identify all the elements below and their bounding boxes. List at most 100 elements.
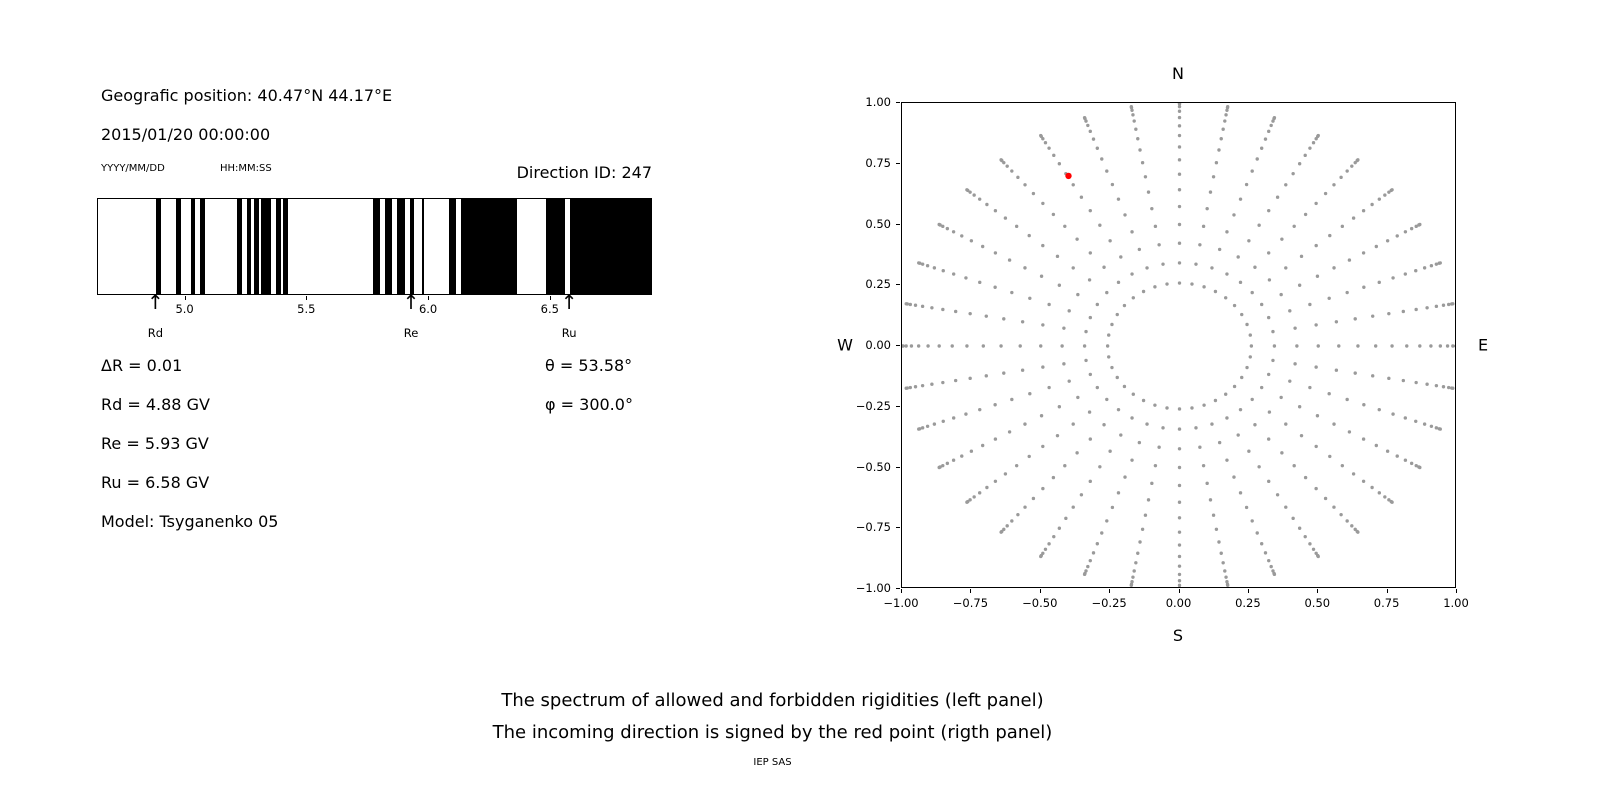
asymptotic-grid-dot: [993, 209, 998, 213]
allowed-rigidity-band: [156, 199, 162, 294]
asymptotic-grid-dot: [1353, 371, 1357, 375]
asymptotic-grid-dot: [1057, 283, 1062, 287]
asymptotic-grid-dot: [984, 374, 988, 378]
asymptotic-grid-dot: [1259, 146, 1264, 150]
x-tick-label: 0.00: [1165, 596, 1192, 610]
asymptotic-grid-dot: [950, 344, 954, 348]
incoming-direction-point: [1065, 172, 1072, 180]
asymptotic-grid-dot: [1221, 127, 1225, 131]
asymptotic-grid-dot: [1051, 475, 1056, 480]
asymptotic-grid-dot: [1225, 108, 1229, 112]
x-tick-label: 1.00: [1443, 596, 1469, 610]
asymptotic-grid-dot: [1084, 329, 1088, 334]
asymptotic-grid-dot: [1291, 171, 1295, 176]
asymptotic-grid-dot: [1041, 365, 1045, 369]
asymptotic-grid-dot: [1057, 162, 1062, 166]
asymptotic-grid-dot: [1345, 290, 1349, 295]
asymptotic-grid-dot: [1225, 580, 1229, 584]
asymptotic-grid-dot: [1224, 575, 1228, 579]
asymptotic-grid-dot: [1371, 374, 1375, 378]
asymptotic-grid-dot: [1438, 344, 1443, 348]
asymptotic-grid-dot: [1153, 463, 1158, 468]
asymptotic-grid-dot: [969, 449, 974, 453]
x-tick: [970, 589, 972, 593]
asymptotic-grid-dot: [1383, 495, 1387, 499]
compass-label-west: W: [837, 335, 853, 355]
asymptotic-grid-dot: [1076, 395, 1080, 400]
asymptotic-grid-dot: [1071, 422, 1075, 426]
asymptotic-grid-dot: [1134, 561, 1138, 565]
asymptotic-grid-dot: [1232, 213, 1236, 217]
asymptotic-grid-dot: [909, 344, 914, 348]
asymptotic-grid-dot: [1279, 395, 1283, 400]
asymptotic-grid-dot: [1332, 266, 1336, 270]
asymptotic-grid-dot: [1451, 386, 1455, 390]
asymptotic-grid-dot: [1157, 445, 1161, 449]
asymptotic-grid-dot: [1039, 414, 1044, 418]
asymptotic-grid-dot: [1328, 233, 1332, 238]
asymptotic-grid-dot: [1266, 437, 1271, 441]
asymptotic-grid-dot: [1110, 322, 1114, 327]
asymptotic-grid-dot: [1250, 169, 1254, 173]
asymptotic-grid-dot: [1031, 496, 1036, 501]
asymptotic-grid-dot: [972, 193, 976, 197]
asymptotic-grid-dot: [1082, 115, 1087, 120]
asymptotic-grid-dot: [1299, 254, 1304, 259]
allowed-rigidity-band: [460, 199, 517, 294]
asymptotic-grid-dot: [1240, 312, 1244, 317]
asymptotic-grid-dot: [1401, 309, 1406, 314]
x-tick: [1386, 589, 1388, 593]
asymptotic-grid-dot: [1267, 278, 1272, 282]
asymptotic-grid-dot: [1414, 463, 1418, 468]
asymptotic-grid-dot: [1039, 554, 1043, 559]
asymptotic-grid-dot: [1208, 498, 1213, 502]
asymptotic-grid-dot: [969, 239, 974, 243]
asymptotic-grid-dot: [1351, 216, 1356, 220]
y-tick: [896, 466, 900, 468]
asymptotic-grid-dot: [1057, 526, 1062, 530]
asymptotic-grid-dot: [1311, 141, 1316, 145]
asymptotic-grid-dot: [1198, 243, 1202, 247]
asymptotic-grid-dot: [1280, 451, 1284, 455]
asymptotic-grid-dot: [1028, 392, 1032, 396]
asymptotic-grid-dot: [1316, 554, 1320, 559]
asymptotic-grid-dot: [1291, 516, 1295, 521]
asymptotic-grid-dot: [1224, 392, 1228, 396]
asymptotic-grid-dot: [1314, 201, 1318, 206]
geographic-position-label: Geografic position: 40.47°N 44.17°E: [101, 86, 393, 105]
asymptotic-grid-dot: [1119, 433, 1123, 437]
asymptotic-grid-dot: [1157, 243, 1161, 247]
credit-label: IEP SAS: [753, 757, 792, 768]
asymptotic-grid-dot: [1390, 188, 1394, 192]
asymptotic-grid-dot: [1140, 160, 1145, 165]
asymptotic-grid-dot: [1284, 183, 1288, 187]
asymptotic-grid-dot: [1217, 440, 1222, 445]
asymptotic-grid-dot: [1129, 583, 1134, 587]
asymptotic-grid-dot: [1418, 465, 1422, 470]
asymptotic-grid-dot: [1219, 137, 1223, 141]
asymptotic-grid-dot: [980, 443, 985, 448]
marker-label-ru: Ru: [561, 326, 577, 340]
y-tick: [896, 162, 900, 164]
caption-line-2: The incoming direction is signed by the …: [492, 722, 1053, 743]
asymptotic-grid-dot: [941, 463, 945, 468]
asymptotic-grid-dot: [1003, 472, 1008, 476]
asymptotic-grid-dot: [1177, 241, 1182, 245]
asymptotic-grid-dot: [1217, 540, 1221, 544]
asymptotic-grid-dot: [1362, 285, 1366, 289]
asymptotic-grid-dot: [1403, 272, 1408, 276]
asymptotic-grid-dot: [1350, 524, 1354, 528]
asymptotic-grid-dot: [1116, 197, 1121, 201]
asymptotic-grid-dot: [1340, 224, 1345, 229]
asymptotic-grid-dot: [951, 458, 956, 462]
asymptotic-grid-dot: [1177, 158, 1182, 162]
asymptotic-grid-dot: [1292, 224, 1296, 229]
asymptotic-grid-dot: [1095, 146, 1100, 150]
asymptotic-grid-dot: [904, 344, 908, 348]
asymptotic-grid-dot: [930, 382, 934, 386]
asymptotic-grid-dot: [1205, 481, 1209, 486]
asymptotic-grid-dot: [1323, 496, 1328, 501]
asymptotic-grid-dot: [1116, 407, 1121, 412]
asymptotic-grid-dot: [1250, 397, 1254, 402]
asymptotic-grid-dot: [1288, 379, 1292, 383]
